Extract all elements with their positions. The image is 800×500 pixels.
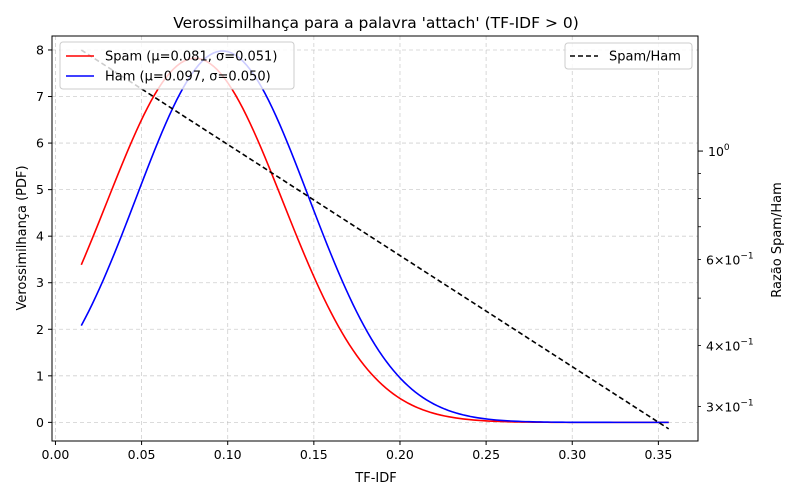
y2-tick-label: 4×10−1 (706, 337, 754, 353)
y2-tick-label: 100 (708, 143, 730, 159)
y-tick-label: 2 (36, 322, 44, 337)
y-tick-label: 3 (36, 275, 44, 290)
x-tick-label: 0.10 (214, 447, 242, 462)
legend-label-ratio: Spam/Ham (609, 50, 681, 65)
legend-left: Spam (μ=0.081, σ=0.051) Ham (μ=0.097, σ=… (59, 41, 295, 90)
series-layer (80, 49, 670, 430)
y-axis: 0 1 2 3 4 5 6 7 8 (36, 42, 52, 430)
legend-right-box (564, 42, 693, 70)
chart-title: Verossimilhança para a palavra 'attach' … (173, 14, 579, 32)
x-tick-label: 0.20 (386, 447, 414, 462)
y-tick-label: 0 (36, 415, 44, 430)
legend-label-ham: Ham (μ=0.097, σ=0.050) (105, 70, 271, 85)
plot-frame (51, 35, 699, 442)
y-axis-label: Verossimilhança (PDF) (15, 165, 30, 310)
y-tick-label: 7 (36, 89, 44, 104)
series-line-0 (80, 57, 669, 424)
y-tick-label: 8 (36, 42, 44, 57)
x-tick-label: 0.00 (42, 447, 70, 462)
x-tick-label: 0.35 (644, 447, 672, 462)
series-line-2 (80, 49, 670, 430)
grid (52, 36, 698, 441)
x-tick-label: 0.15 (300, 447, 328, 462)
y2-tick-label: 3×10−1 (706, 399, 754, 415)
y-tick-label: 1 (36, 368, 44, 383)
series-line-1 (80, 50, 669, 424)
y-tick-label: 4 (36, 229, 44, 244)
y2-tick-label: 6×10−1 (706, 251, 754, 267)
legend-left-box (59, 41, 295, 90)
legend-label-spam: Spam (μ=0.081, σ=0.051) (105, 50, 277, 65)
y2-axis: 100 3×10−1 4×10−1 6×10−1 (698, 143, 754, 415)
y-tick-label: 6 (36, 136, 44, 151)
legend-right: Spam/Ham (564, 42, 693, 70)
x-axis-label: TF-IDF (354, 471, 396, 486)
y-tick-label: 5 (36, 182, 44, 197)
x-tick-label: 0.05 (128, 447, 156, 462)
x-tick-label: 0.25 (472, 447, 500, 462)
y2-axis-label: Razão Spam/Ham (770, 182, 785, 298)
x-tick-label: 0.30 (558, 447, 586, 462)
x-axis: 0.00 0.05 0.10 0.15 0.20 0.25 0.30 0.35 (42, 441, 672, 462)
